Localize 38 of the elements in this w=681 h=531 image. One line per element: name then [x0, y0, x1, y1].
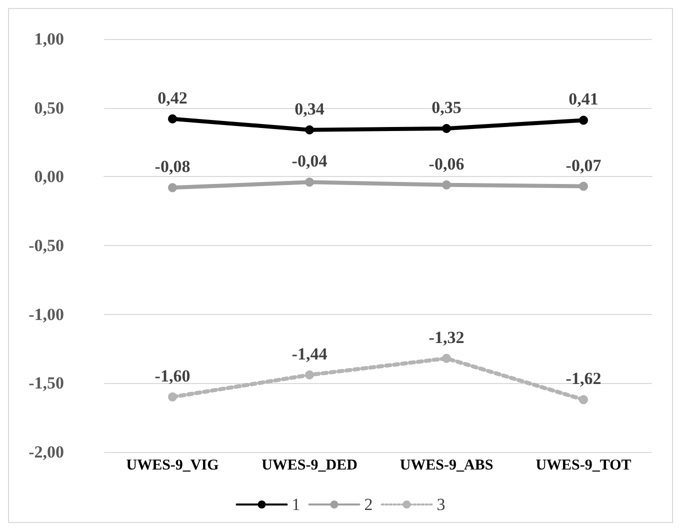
- point: [579, 116, 588, 125]
- point: [442, 354, 451, 363]
- y-tick-label: 1,00: [34, 30, 64, 48]
- data-label: 0,41: [568, 90, 598, 109]
- point: [305, 178, 314, 187]
- data-label: 0,35: [432, 98, 462, 117]
- point: [442, 124, 451, 133]
- data-label: -1,44: [292, 344, 328, 364]
- point: [168, 392, 177, 402]
- data-label: -0,07: [566, 156, 602, 175]
- data-label: 0,34: [294, 99, 325, 118]
- data-label: -1,32: [428, 328, 464, 347]
- data-label: -1,62: [566, 369, 602, 388]
- legend-label: 2: [364, 495, 373, 514]
- data-label: -0,06: [428, 154, 464, 174]
- y-tick-label: -1,50: [28, 374, 64, 393]
- data-label: -0,08: [154, 157, 190, 176]
- y-tick-label: 0,00: [34, 167, 64, 186]
- point: [305, 125, 314, 134]
- data-label: 0,42: [158, 88, 188, 108]
- point: [305, 370, 314, 380]
- x-tick-label: UWES-9_VIG: [126, 458, 220, 474]
- x-tick-label: UWES-9_ABS: [400, 458, 494, 474]
- point: [579, 395, 588, 404]
- legend-label: 1: [292, 495, 300, 514]
- x-tick-label: UWES-9_TOT: [536, 458, 632, 474]
- point: [442, 180, 451, 190]
- data-label: -0,04: [292, 152, 328, 171]
- data-label: -1,60: [154, 366, 190, 386]
- point: [579, 182, 588, 191]
- point: [168, 114, 177, 124]
- y-tick-label: -0,50: [28, 236, 64, 255]
- legend-label: 3: [436, 495, 446, 514]
- y-tick-label: -1,00: [28, 304, 64, 324]
- y-tick-label: -2,00: [28, 442, 64, 462]
- x-tick-label: UWES-9_DED: [262, 458, 358, 474]
- point: [168, 183, 177, 192]
- y-tick-label: 0,50: [34, 98, 64, 118]
